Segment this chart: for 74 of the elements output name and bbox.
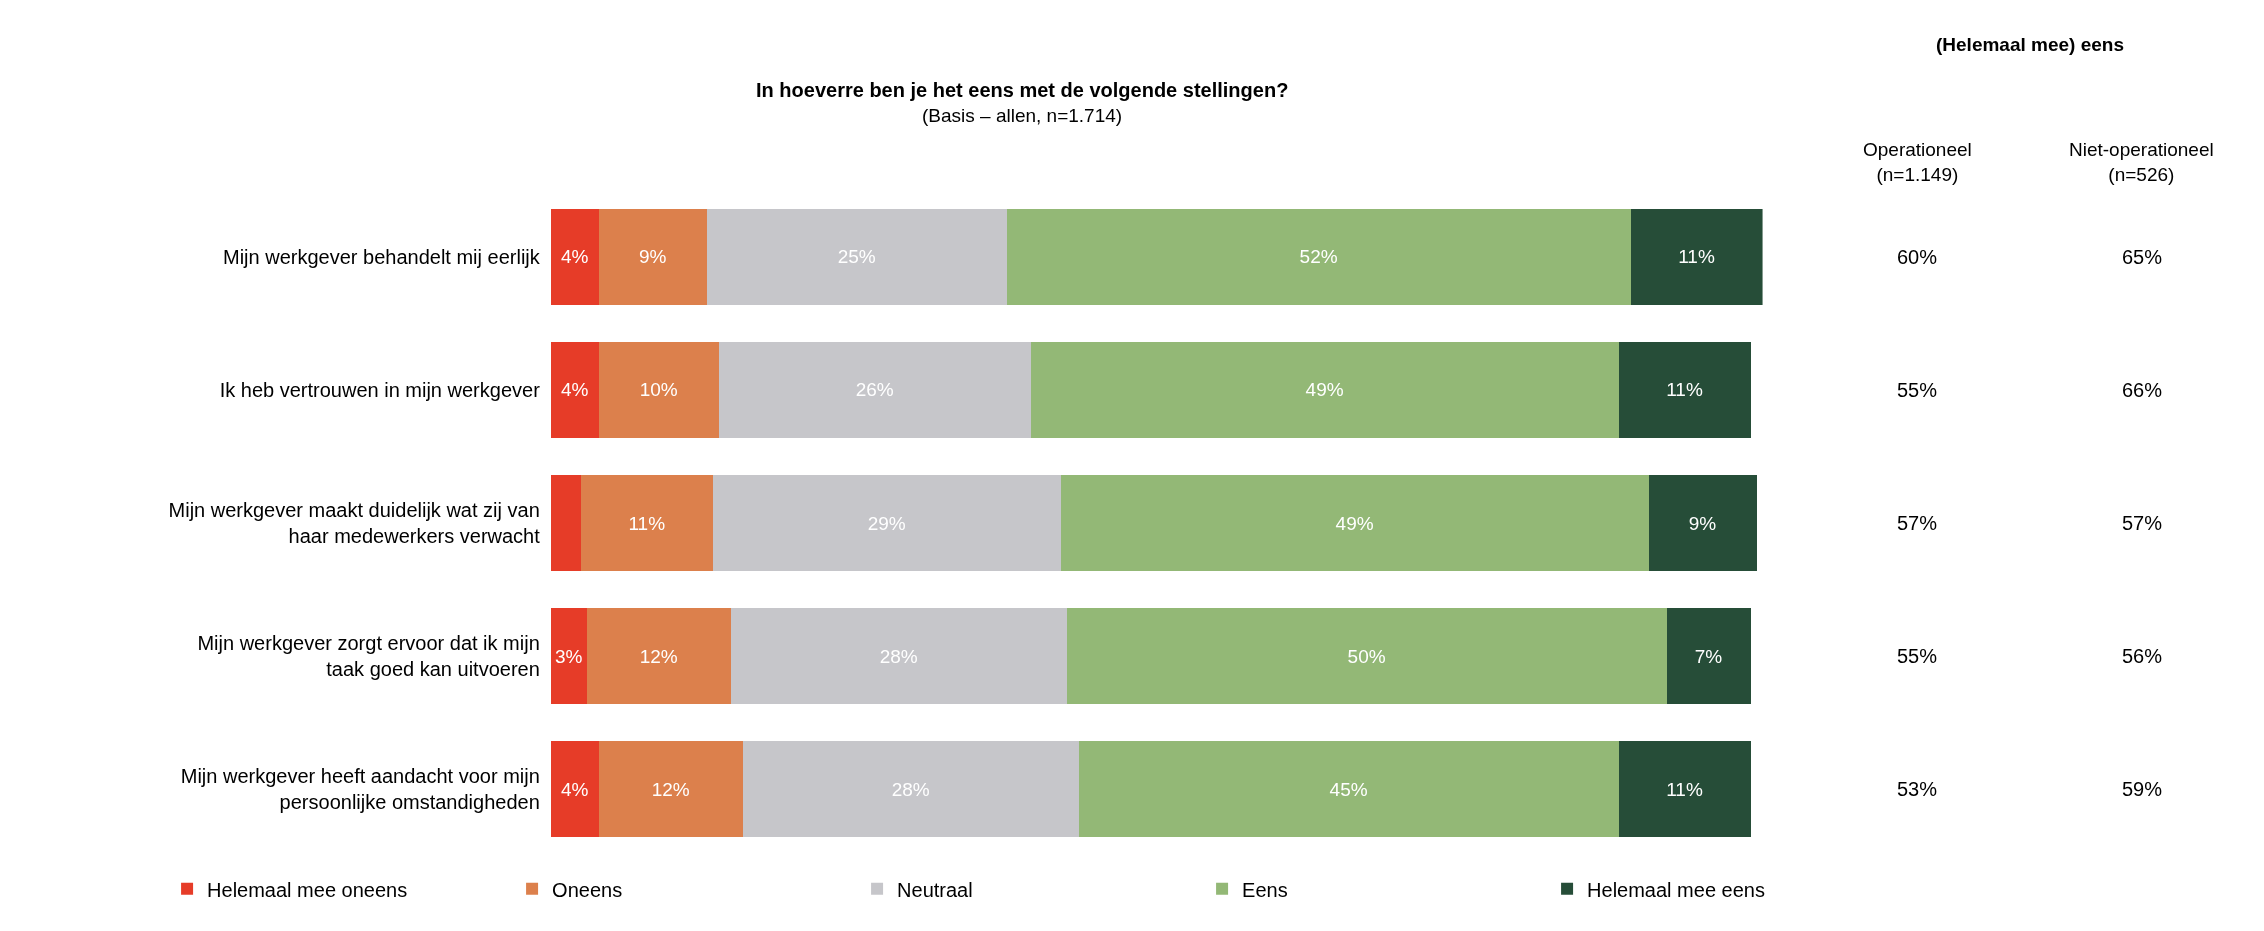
bar xyxy=(1066,608,1667,705)
text: 65% xyxy=(2122,246,2163,268)
text: 59% xyxy=(2122,778,2163,800)
bar xyxy=(1618,341,1751,438)
text: 66% xyxy=(2122,379,2163,401)
text: 53% xyxy=(1897,778,1938,800)
data-label: 52% xyxy=(1299,246,1338,268)
data-label: 12% xyxy=(639,645,678,667)
data-label: 9% xyxy=(1688,512,1717,534)
bar xyxy=(1006,208,1631,305)
data-label: 49% xyxy=(1305,379,1344,401)
y-tick-label: Ik heb vertrouwen in mijn werkgever xyxy=(219,378,541,401)
text: 56% xyxy=(2122,645,2163,667)
bar xyxy=(550,475,581,571)
bar xyxy=(1078,741,1619,838)
legend-label: Helemaal mee oneens xyxy=(207,878,408,901)
data-label: 29% xyxy=(867,512,906,534)
bar xyxy=(598,741,743,838)
text: 60% xyxy=(1897,246,1938,268)
bar xyxy=(1648,475,1757,571)
y-tick-label: Mijn werkgever zorgt ervoor dat ik mijn taak goed kan uitvoeren xyxy=(197,632,540,681)
text: Operationeel (n=1.149) xyxy=(1863,139,1972,185)
bar xyxy=(586,608,731,705)
data-label: 4% xyxy=(561,778,589,800)
bar xyxy=(1666,608,1751,705)
data-label: 10% xyxy=(639,379,678,401)
bar xyxy=(550,741,599,838)
y-tick-label: Mijn werkgever heeft aandacht voor mijn persoonlijke omstandigheden xyxy=(180,765,540,814)
bar xyxy=(730,608,1067,705)
chart-subtitle: (Basis – allen, n=1.714) xyxy=(922,105,1123,126)
legend-label: Eens xyxy=(1242,878,1288,901)
data-label: 11% xyxy=(1666,379,1703,401)
bar xyxy=(1060,475,1649,571)
data-label: 11% xyxy=(1678,246,1715,268)
data-label: 9% xyxy=(639,246,667,268)
bar xyxy=(712,475,1061,571)
text: 55% xyxy=(1897,645,1938,667)
data-label: 28% xyxy=(879,645,918,667)
bar xyxy=(550,608,587,705)
y-tick-label: Mijn werkgever maakt duidelijk wat zij van haar medewerkers verwacht xyxy=(168,499,541,547)
text: (Helemaal mee) eens xyxy=(1936,34,2124,55)
bar xyxy=(598,341,719,438)
bar xyxy=(550,208,599,305)
data-label: 26% xyxy=(855,379,894,401)
data-label: 49% xyxy=(1335,512,1374,534)
chart-title: In hoeverre ben je het eens met de volgende stellingen? xyxy=(756,79,1289,101)
data-label: 28% xyxy=(891,778,930,800)
legend-label: Oneens xyxy=(552,878,623,901)
legend-label: Helemaal mee eens xyxy=(1587,878,1765,901)
data-label: 50% xyxy=(1347,645,1386,667)
data-label: 45% xyxy=(1329,778,1368,800)
bar xyxy=(1618,741,1751,838)
data-label: 3% xyxy=(555,645,583,667)
bar xyxy=(598,208,707,305)
data-label: 11% xyxy=(628,512,666,534)
bar xyxy=(706,208,1007,305)
text: 55% xyxy=(1897,379,1938,401)
data-label: 7% xyxy=(1694,645,1723,667)
legend-label: Neutraal xyxy=(897,878,973,901)
data-label: 4% xyxy=(561,246,589,268)
data-label: 25% xyxy=(837,246,876,268)
text: 57% xyxy=(1897,512,1938,534)
text: Niet-operationeel (n=526) xyxy=(2069,139,2214,185)
bar xyxy=(718,341,1031,438)
bar xyxy=(550,341,599,438)
bar xyxy=(1630,208,1763,305)
data-label: 11% xyxy=(1666,778,1703,800)
data-label: 12% xyxy=(651,778,690,800)
bar xyxy=(742,741,1079,838)
data-label: 4% xyxy=(561,379,589,401)
text: 57% xyxy=(2122,512,2163,534)
bar xyxy=(1030,341,1619,438)
bar xyxy=(580,475,713,571)
y-tick-label: Mijn werkgever behandelt mij eerlijk xyxy=(223,245,541,268)
